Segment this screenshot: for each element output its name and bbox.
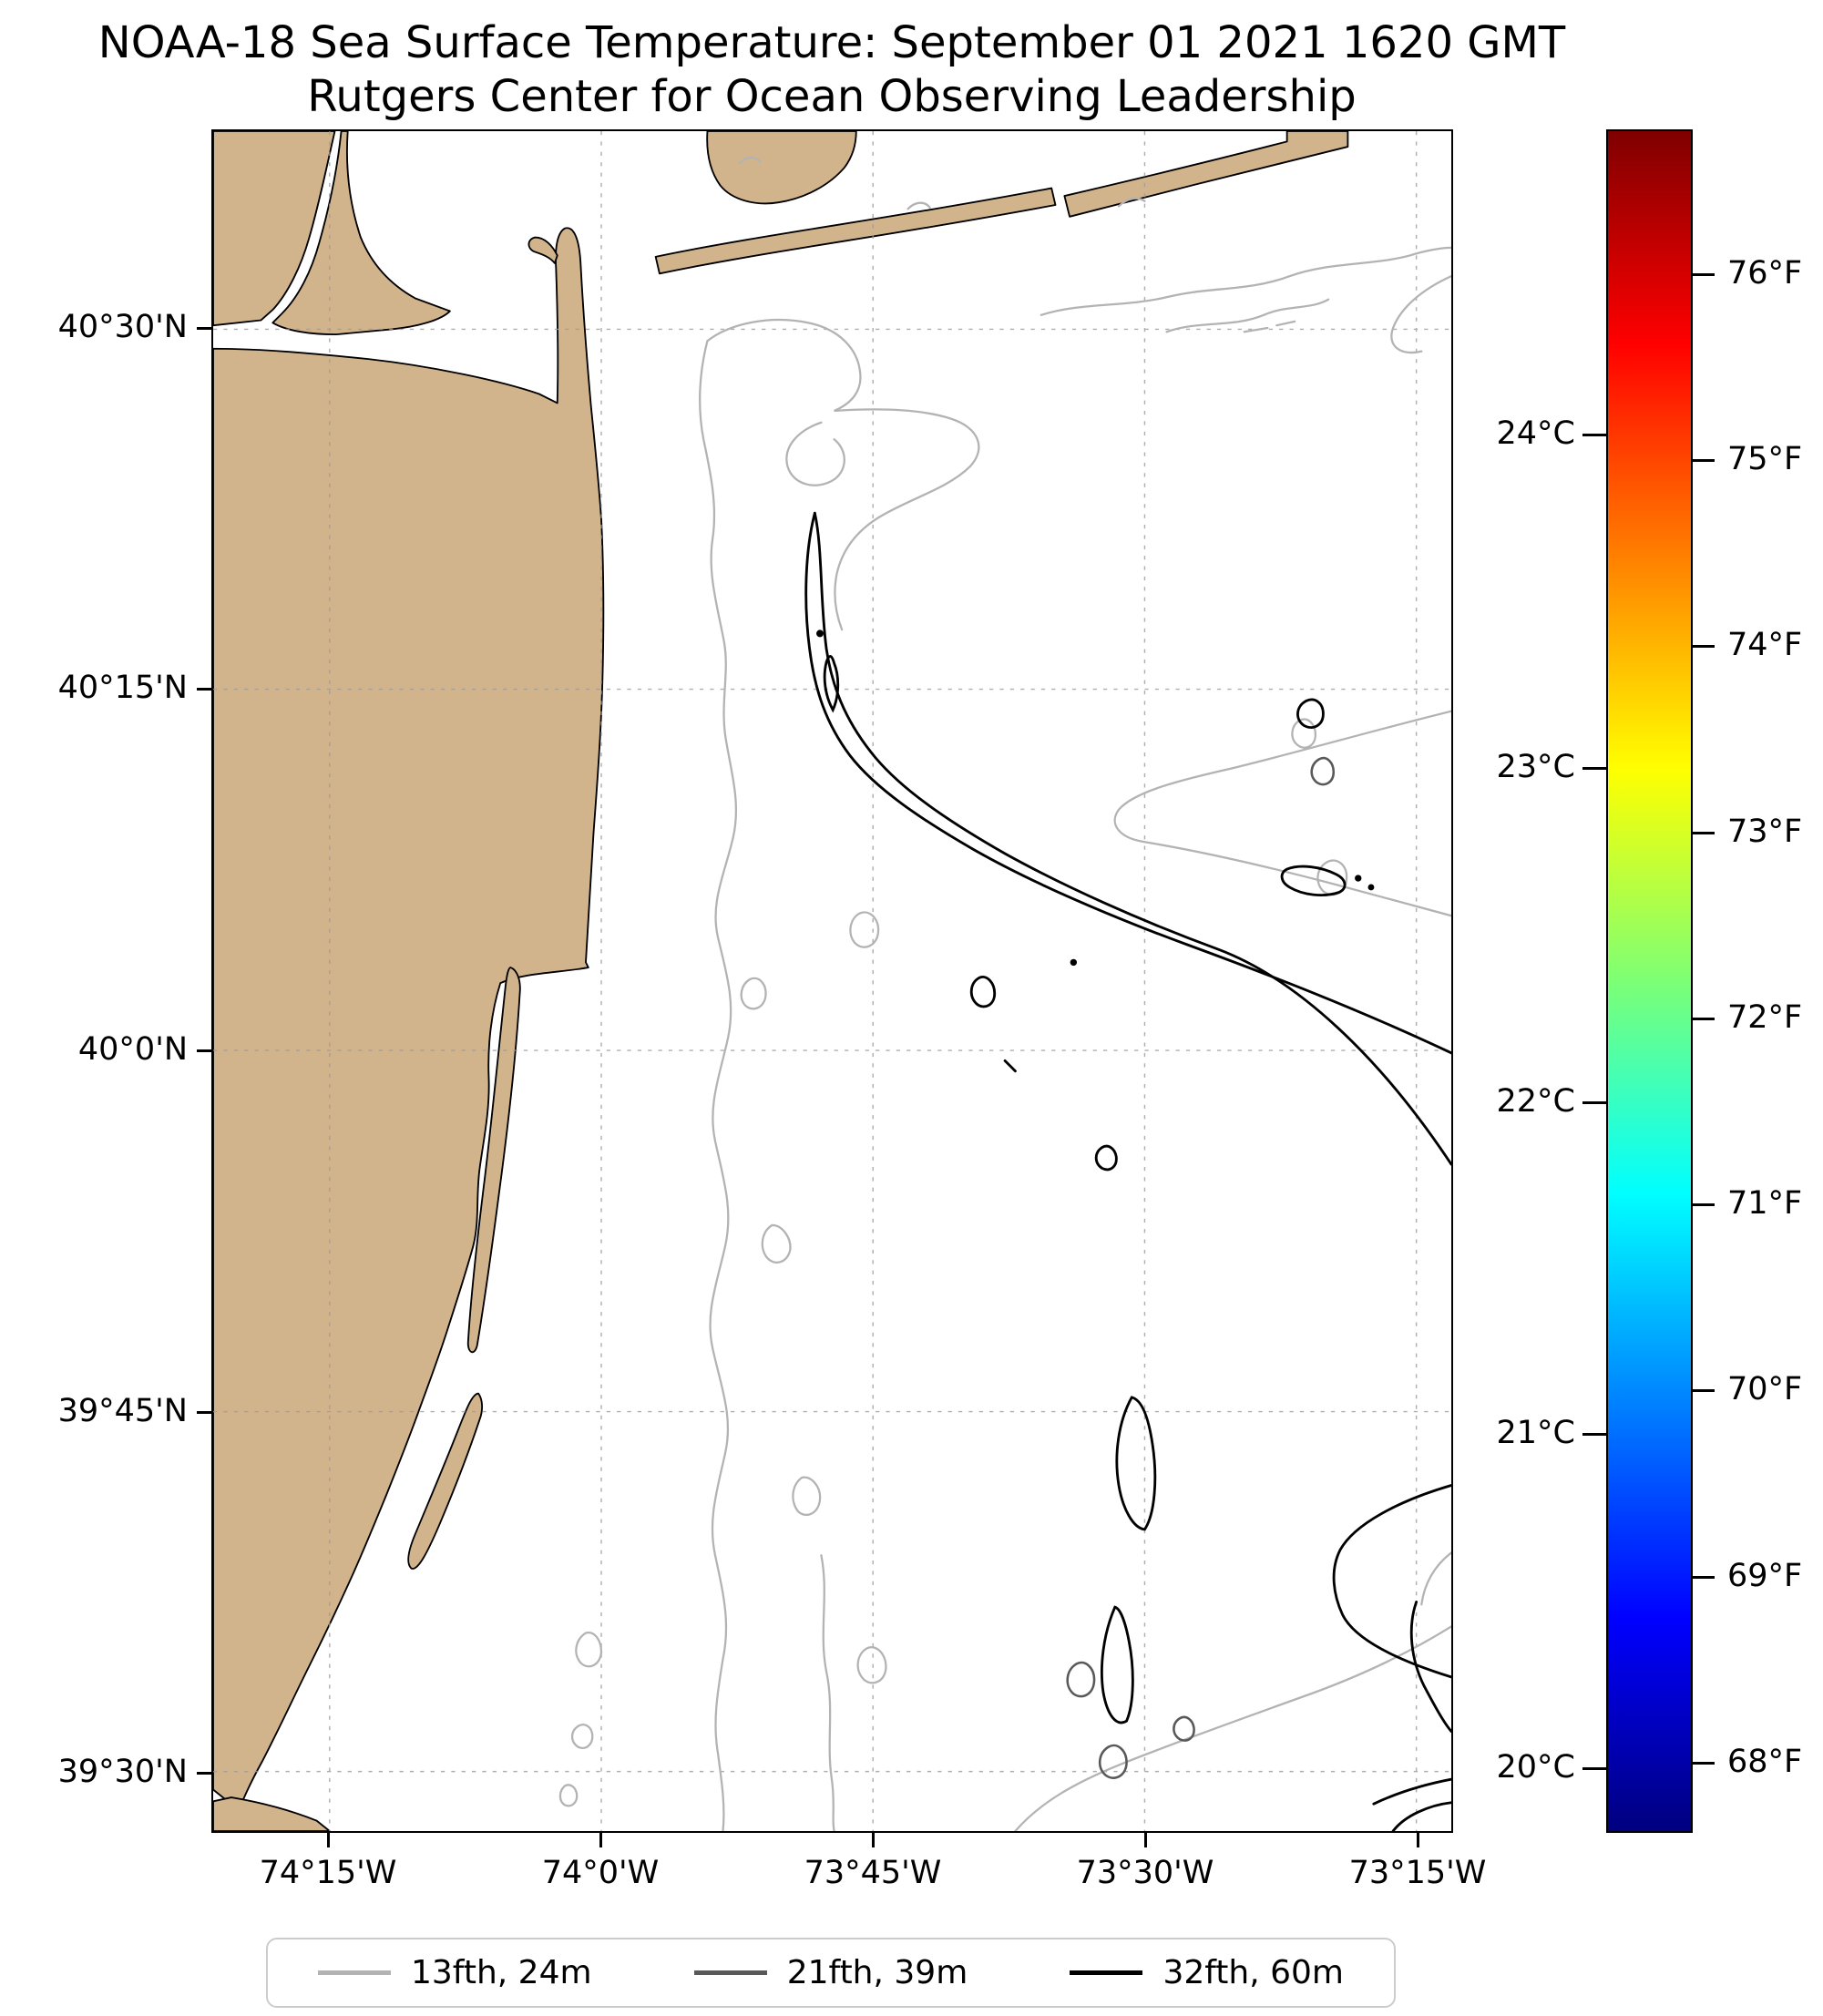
lat-tick-label: 40°30'N <box>57 309 188 345</box>
legend-item: 21fth, 39m <box>693 1954 968 1991</box>
page-title-line2: Rutgers Center for Ocean Observing Leade… <box>307 70 1357 122</box>
map-svg <box>213 131 1451 1831</box>
colorbar-gradient <box>1608 131 1691 1831</box>
colorbar-tick-c <box>1582 1101 1606 1104</box>
legend-item: 32fth, 60m <box>1070 1954 1344 1991</box>
colorbar-tick-f <box>1691 645 1715 648</box>
legend-label: 32fth, 60m <box>1162 1954 1344 1991</box>
contours-21fth <box>1066 756 1336 1779</box>
colorbar-tick-f <box>1691 459 1715 462</box>
colorbar-label-c: 24°C <box>1496 415 1575 452</box>
land <box>213 131 1349 1831</box>
lon-tick-label: 73°15'W <box>1348 1855 1487 1891</box>
lon-tick-label: 74°15'W <box>259 1855 397 1891</box>
colorbar-tick-f <box>1691 1018 1715 1020</box>
legend-line-21fth <box>693 1970 767 1975</box>
legend: 13fth, 24m 21fth, 39m 32fth, 60m <box>266 1938 1396 2008</box>
lat-tick-label: 40°0'N <box>77 1031 188 1068</box>
colorbar-label-c: 20°C <box>1496 1749 1575 1786</box>
colorbar-tick-f <box>1691 1576 1715 1579</box>
lon-tick-mark <box>872 1833 875 1847</box>
colorbar-label-f: 71°F <box>1727 1185 1803 1222</box>
lat-tick-mark <box>197 1411 211 1414</box>
lon-tick-label: 73°30'W <box>1076 1855 1214 1891</box>
colorbar-label-f: 74°F <box>1727 627 1803 663</box>
lat-tick-mark <box>197 327 211 330</box>
lat-tick-mark <box>197 1772 211 1775</box>
colorbar-label-f: 69°F <box>1727 1558 1803 1594</box>
land-rockaway-strip <box>654 187 1057 275</box>
lon-tick-mark <box>327 1833 330 1847</box>
colorbar-tick-c <box>1582 1767 1606 1770</box>
legend-label: 13fth, 24m <box>411 1954 592 1991</box>
contours-13fth <box>558 156 1451 1831</box>
lat-tick-label: 40°15'N <box>57 670 188 706</box>
land-barrier-island-north <box>466 967 521 1354</box>
colorbar-tick-f <box>1691 1389 1715 1392</box>
grid <box>213 131 1451 1831</box>
lat-tick-label: 39°30'N <box>57 1754 188 1790</box>
land-sandy-hook-tip <box>527 236 558 264</box>
colorbar-label-f: 73°F <box>1727 814 1803 850</box>
lat-tick-mark <box>197 688 211 691</box>
colorbar-tick-f <box>1691 1203 1715 1206</box>
land-nj-north-west <box>213 131 336 327</box>
colorbar-label-f: 72°F <box>1727 999 1803 1036</box>
land-staten-island <box>271 131 451 336</box>
colorbar-label-f: 75°F <box>1727 441 1803 477</box>
legend-item: 13fth, 24m <box>318 1954 592 1991</box>
colorbar-tick-f <box>1691 273 1715 276</box>
colorbar-tick-c <box>1582 434 1606 436</box>
colorbar <box>1606 129 1693 1833</box>
land-brooklyn <box>706 131 857 205</box>
land-barrier-island-south <box>407 1392 484 1570</box>
lon-tick-mark <box>1144 1833 1147 1847</box>
legend-line-13fth <box>318 1970 391 1975</box>
lat-tick-mark <box>197 1049 211 1052</box>
lon-tick-label: 74°0'W <box>541 1855 660 1891</box>
colorbar-label-f: 76°F <box>1727 255 1803 292</box>
lon-tick-mark <box>1417 1833 1419 1847</box>
page-title-line1: NOAA-18 Sea Surface Temperature: Septemb… <box>97 17 1566 68</box>
legend-line-32fth <box>1070 1970 1143 1975</box>
land-long-island-strip <box>1063 131 1349 218</box>
colorbar-tick-f <box>1691 1762 1715 1765</box>
page-title: NOAA-18 Sea Surface Temperature: Septemb… <box>12 16 1652 123</box>
land-bottom-strip <box>213 1796 331 1831</box>
colorbar-tick-c <box>1582 1433 1606 1436</box>
colorbar-label-f: 70°F <box>1727 1371 1803 1407</box>
colorbar-label-c: 22°C <box>1496 1083 1575 1120</box>
legend-label: 21fth, 39m <box>786 1954 968 1991</box>
colorbar-tick-f <box>1691 832 1715 834</box>
colorbar-label-c: 23°C <box>1496 749 1575 785</box>
colorbar-label-f: 68°F <box>1727 1744 1803 1780</box>
lat-tick-label: 39°45'N <box>57 1393 188 1429</box>
colorbar-label-c: 21°C <box>1496 1415 1575 1451</box>
land-nj-mainland <box>213 227 605 1812</box>
colorbar-tick-c <box>1582 767 1606 770</box>
lon-tick-mark <box>599 1833 602 1847</box>
map-plot <box>211 129 1453 1833</box>
lon-tick-label: 73°45'W <box>804 1855 942 1891</box>
contours-32fth <box>804 511 1451 1831</box>
